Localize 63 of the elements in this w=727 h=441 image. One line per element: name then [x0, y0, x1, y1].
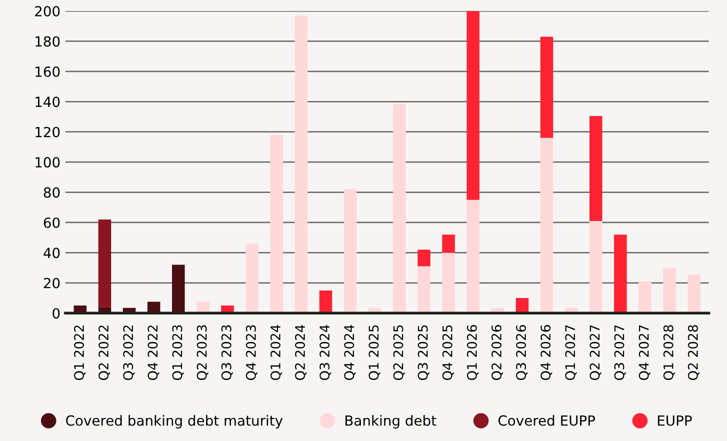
bar: [172, 264, 185, 314]
x-tick-label: Q3 2023: [221, 325, 233, 380]
x-tick-label: Q4 2026: [540, 325, 552, 380]
legend-label: EUPP: [658, 415, 692, 426]
bar: [589, 116, 602, 221]
y-tick-label: 140: [36, 96, 60, 108]
x-tick-label: Q1 2025: [368, 325, 380, 380]
y-tick-label: 60: [44, 217, 60, 228]
x-tick-label: Q1 2027: [565, 325, 577, 380]
bar: [466, 11, 480, 200]
bar: [98, 219, 112, 308]
x-tick-label: Q3 2026: [516, 325, 528, 380]
y-tick-label: 200: [35, 6, 60, 16]
bar: [589, 220, 602, 314]
x-tick-label: Q2 2023: [196, 325, 208, 380]
bar: [663, 268, 676, 314]
x-tick-label: Q1 2022: [74, 326, 86, 380]
bar: [540, 138, 554, 314]
bar: [442, 252, 455, 314]
y-tick-label: 180: [36, 36, 60, 47]
y-tick-label: 120: [36, 126, 60, 138]
x-tick-label: Q1 2028: [663, 325, 675, 380]
x-tick-label: Q4 2023: [246, 325, 258, 380]
bar: [344, 189, 357, 314]
x-tick-label: Q2 2022: [98, 326, 110, 380]
bar: [614, 234, 627, 314]
x-tick-label: Q4 2024: [344, 324, 356, 380]
bar: [418, 250, 430, 266]
x-tick-label: Q1 2026: [466, 325, 478, 380]
x-tick-label: Q3 2022: [123, 326, 135, 380]
bar: [638, 281, 652, 314]
y-tick-label: 100: [36, 157, 60, 168]
x-tick-label: Q2 2025: [393, 325, 405, 380]
legend-label: Covered banking debt maturity: [66, 415, 283, 428]
x-tick-label: Q2 2028: [688, 325, 700, 380]
x-tick-label: Q2 2027: [590, 325, 602, 380]
bar: [442, 234, 455, 253]
bar: [246, 244, 258, 314]
x-tick-label: Q4 2025: [442, 325, 454, 380]
x-tick-label: Q4 2027: [638, 325, 650, 380]
legend-label: Covered EUPP: [498, 415, 596, 426]
x-tick-label: Q3 2025: [418, 325, 430, 380]
bar: [466, 200, 480, 314]
x-tick-label: Q2 2026: [491, 325, 503, 380]
bar: [294, 16, 308, 314]
y-tick-label: 20: [44, 278, 60, 288]
bar: [319, 290, 332, 314]
x-tick-label: Q2 2024: [295, 324, 307, 380]
bar: [393, 104, 406, 314]
y-tick-label: 160: [36, 66, 60, 77]
x-tick-label: Q1 2023: [172, 325, 184, 380]
bar: [540, 36, 554, 138]
y-tick-label: 0: [52, 308, 60, 319]
bar: [688, 274, 700, 314]
y-tick-label: 40: [44, 248, 60, 258]
x-tick-label: Q3 2024: [320, 324, 332, 380]
x-tick-label: Q1 2024: [270, 324, 282, 380]
x-tick-label: Q4 2022: [148, 326, 160, 380]
legend-label: Banking debt: [346, 415, 436, 428]
bar: [418, 266, 430, 314]
y-tick-label: 80: [44, 187, 60, 198]
x-tick-label: Q3 2027: [614, 325, 626, 380]
bar: [270, 134, 284, 314]
